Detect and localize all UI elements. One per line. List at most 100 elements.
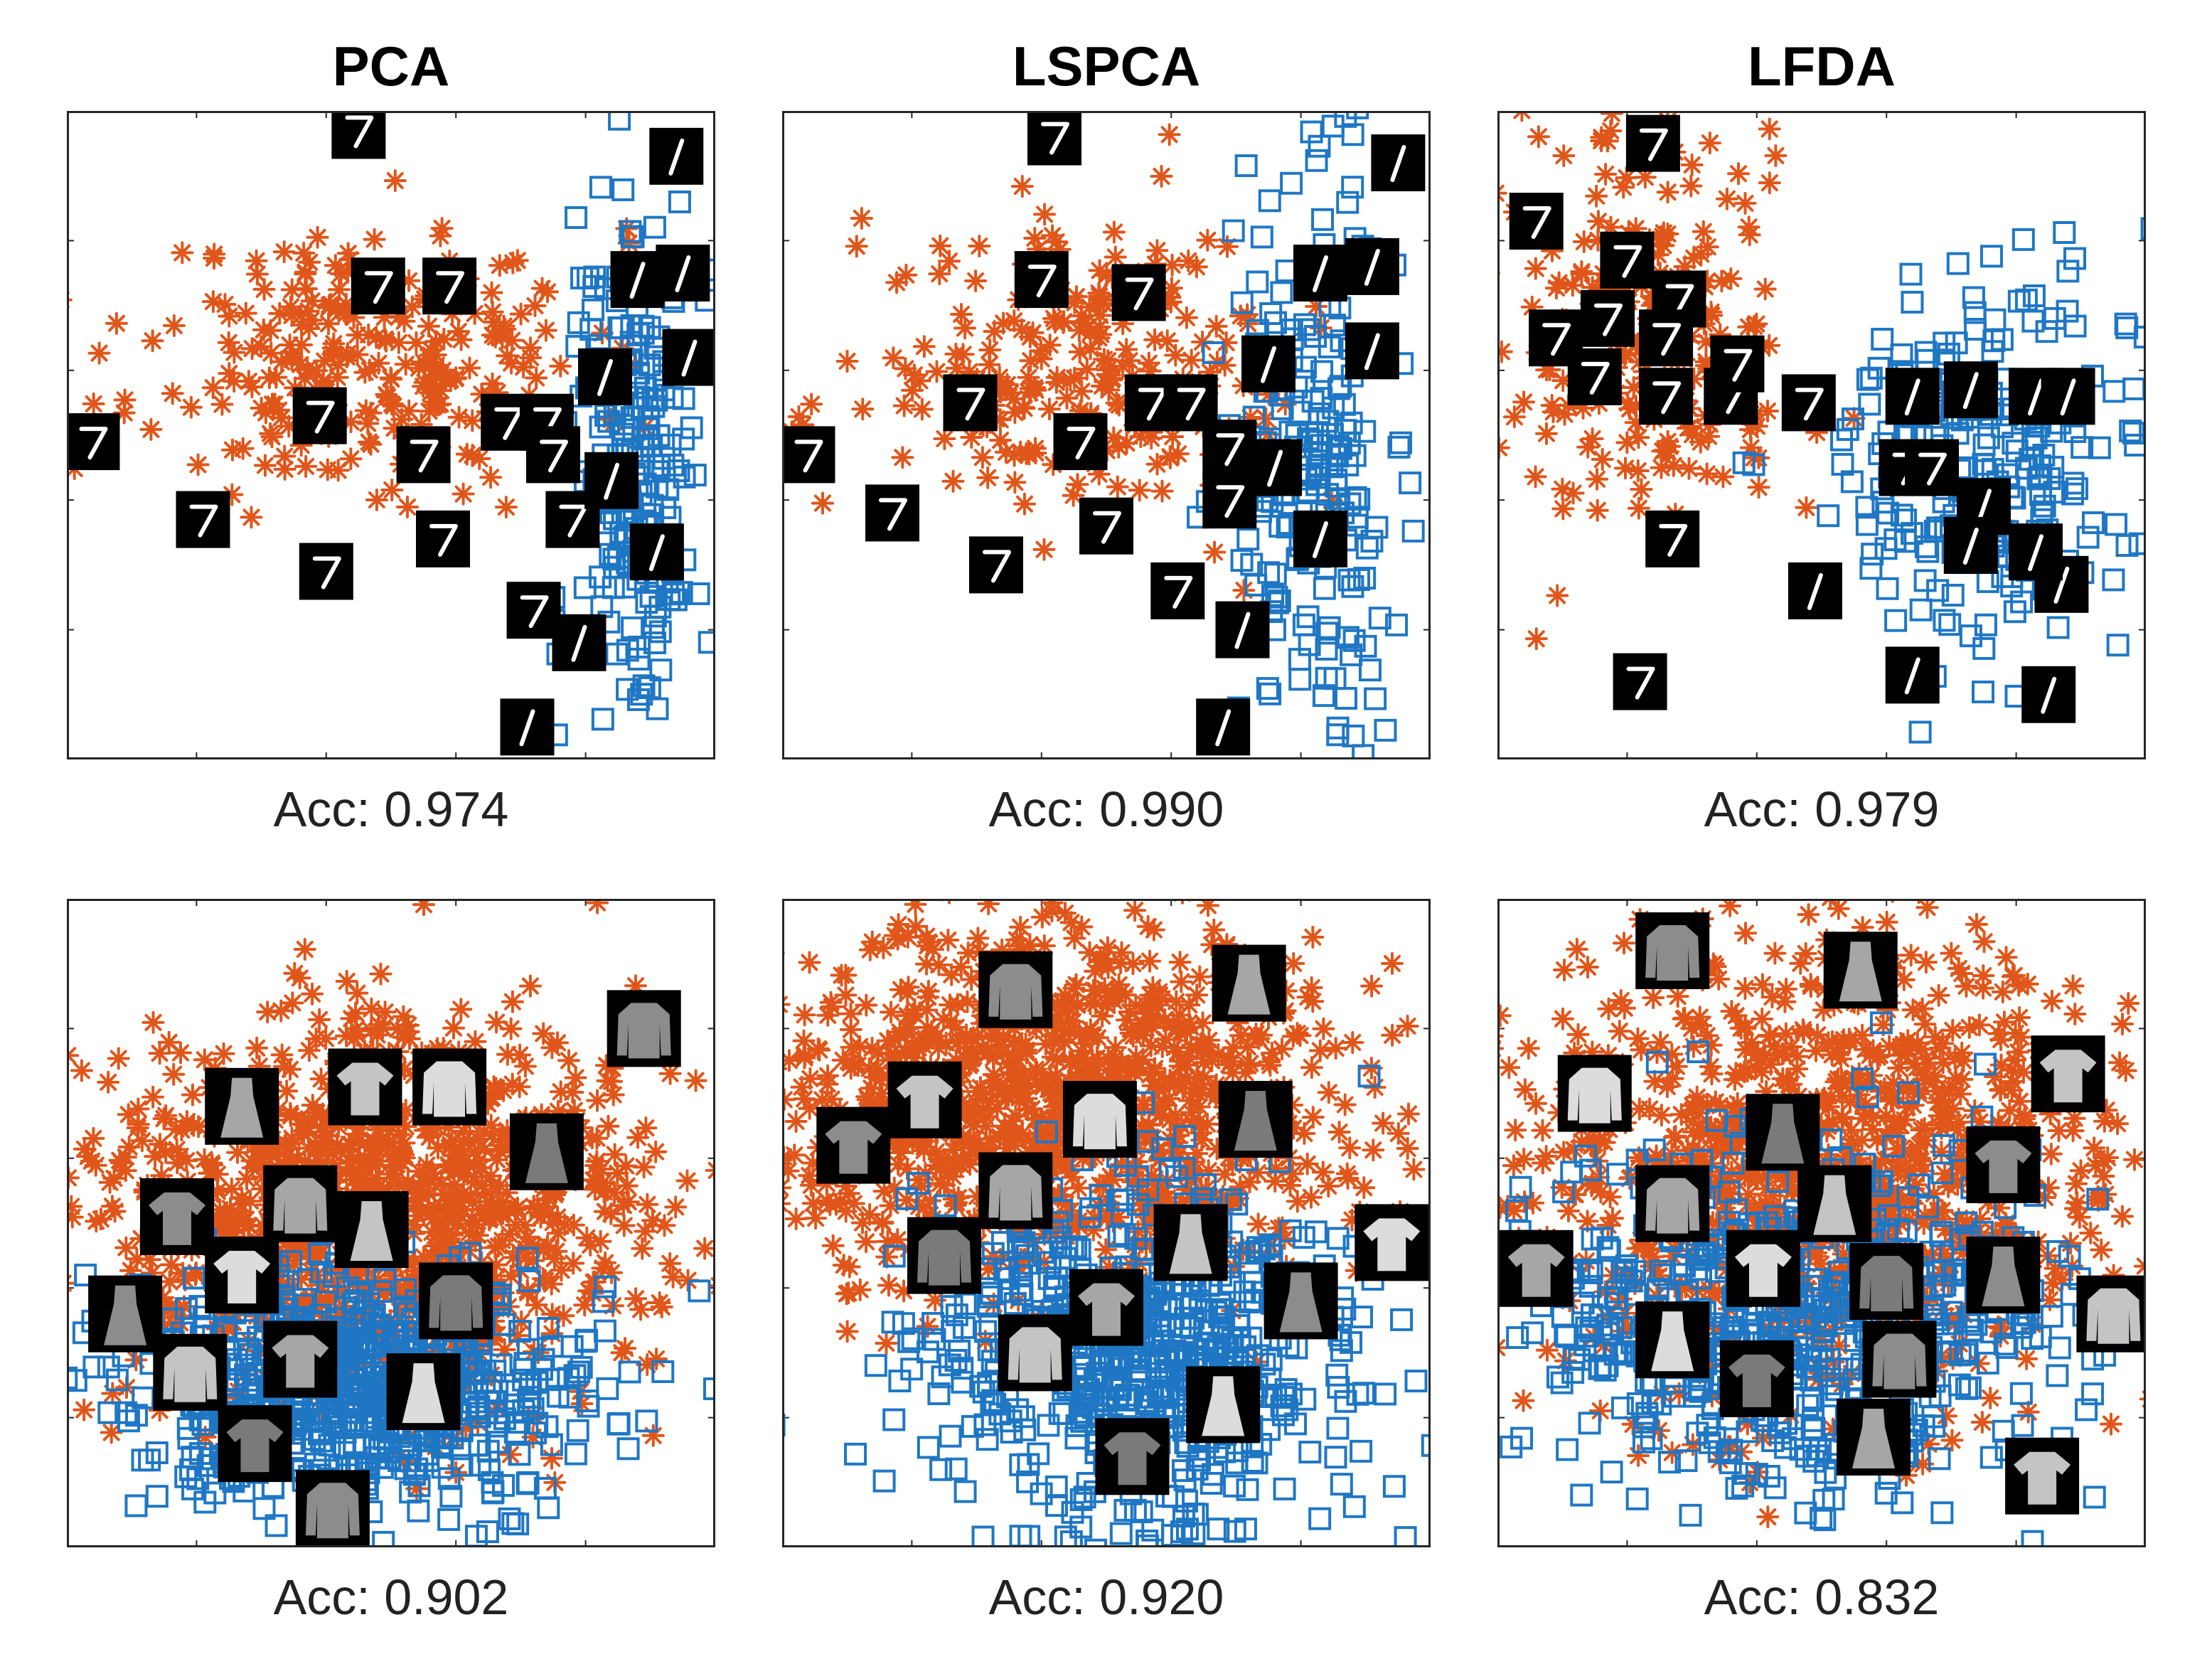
data-point-asterisk xyxy=(218,304,241,328)
data-point-asterisk xyxy=(872,1180,896,1203)
data-point-square xyxy=(592,1290,615,1313)
data-point-square xyxy=(1390,1308,1414,1331)
data-point-square xyxy=(907,1172,930,1195)
data-point-square xyxy=(596,1377,619,1400)
data-point-asterisk xyxy=(851,398,875,421)
data-point-square xyxy=(1325,1363,1349,1387)
data-point-square xyxy=(1364,687,1387,710)
data-point-asterisk xyxy=(1065,285,1088,309)
data-point-square xyxy=(1938,613,1962,636)
data-point-asterisk xyxy=(1138,949,1162,973)
data-point-square xyxy=(363,1432,387,1456)
data-point-square xyxy=(1308,1507,1332,1530)
data-point-asterisk xyxy=(158,1270,181,1293)
data-point-asterisk xyxy=(1150,1035,1174,1058)
data-point-square xyxy=(67,1366,78,1389)
data-point-square xyxy=(1972,681,1995,704)
data-point-asterisk xyxy=(214,1205,237,1228)
data-point-asterisk xyxy=(1000,1109,1024,1133)
data-point-asterisk xyxy=(1324,1037,1347,1060)
data-point-square xyxy=(563,1364,587,1387)
data-point-square xyxy=(664,588,688,612)
data-point-asterisk xyxy=(1572,230,1596,253)
fashion-thumbnail xyxy=(205,1067,279,1145)
digit-7-thumbnail xyxy=(1581,289,1635,347)
data-point-square xyxy=(296,1268,320,1291)
data-point-asterisk xyxy=(1614,457,1637,480)
data-point-square xyxy=(1312,684,1335,708)
data-point-asterisk xyxy=(525,1293,548,1317)
data-point-square xyxy=(662,582,685,606)
data-point-square xyxy=(1017,1453,1040,1476)
data-point-square xyxy=(1292,1226,1315,1249)
data-point-asterisk xyxy=(1524,627,1548,651)
data-point-square xyxy=(643,631,667,655)
data-point-asterisk xyxy=(634,1220,657,1243)
data-point-asterisk xyxy=(141,1085,165,1109)
axes-frame xyxy=(1497,111,2146,759)
data-point-asterisk xyxy=(882,346,905,370)
data-point-square xyxy=(2128,532,2146,555)
data-point-square xyxy=(2061,482,2084,506)
data-point-square xyxy=(2063,247,2087,270)
data-point-square xyxy=(888,1370,912,1393)
data-point-square xyxy=(2046,616,2070,639)
digit-7-thumbnail xyxy=(782,426,835,484)
data-point-asterisk xyxy=(290,334,314,356)
data-point-asterisk xyxy=(653,1214,676,1237)
digit-1-thumbnail xyxy=(1293,245,1347,302)
data-point-asterisk xyxy=(855,1230,878,1254)
data-point-asterisk xyxy=(1013,492,1036,516)
data-point-square xyxy=(1074,1362,1097,1386)
data-point-asterisk xyxy=(1096,994,1119,1018)
data-point-asterisk xyxy=(353,361,377,384)
data-point-asterisk xyxy=(314,1027,338,1050)
data-point-square xyxy=(439,1485,463,1508)
digit-7-thumbnail xyxy=(1781,374,1836,432)
data-point-asterisk xyxy=(479,466,503,489)
data-point-square xyxy=(637,405,661,428)
data-point-asterisk xyxy=(1300,976,1323,999)
data-point-asterisk xyxy=(1553,402,1576,426)
data-point-square xyxy=(323,1265,346,1289)
data-point-asterisk xyxy=(259,319,282,342)
digit-7-thumbnail xyxy=(1567,348,1622,405)
data-point-square xyxy=(1308,454,1331,478)
data-point-square xyxy=(476,1520,499,1544)
data-point-asterisk xyxy=(171,241,194,265)
data-point-square xyxy=(1963,301,1987,324)
data-point-square xyxy=(1249,1433,1273,1456)
data-point-square xyxy=(1296,427,1320,451)
data-point-asterisk xyxy=(1079,1018,1102,1041)
digit-7-thumbnail xyxy=(1639,368,1694,425)
data-point-asterisk xyxy=(1282,951,1305,975)
data-point-asterisk xyxy=(603,1143,626,1166)
data-point-square xyxy=(1124,1227,1148,1250)
data-point-asterisk xyxy=(1696,235,1719,259)
data-point-square xyxy=(2066,477,2089,501)
data-point-square xyxy=(1107,1225,1131,1248)
data-point-asterisk xyxy=(496,344,519,368)
data-point-asterisk xyxy=(234,302,257,325)
data-point-square xyxy=(1234,154,1258,177)
data-point-asterisk xyxy=(1698,132,1721,155)
data-point-square xyxy=(74,1264,97,1287)
data-point-asterisk xyxy=(1045,1047,1069,1071)
data-point-square xyxy=(485,1414,508,1438)
data-point-asterisk xyxy=(816,1072,839,1096)
data-point-square xyxy=(640,434,663,457)
data-point-square xyxy=(97,1401,121,1424)
data-point-asterisk xyxy=(1327,1121,1351,1143)
data-point-asterisk xyxy=(658,1062,682,1085)
data-point-square xyxy=(1742,453,1765,476)
data-point-asterisk xyxy=(1561,481,1585,505)
data-point-square xyxy=(492,1313,515,1336)
digit-7-thumbnail xyxy=(1027,111,1081,166)
data-point-asterisk xyxy=(632,1156,656,1179)
data-point-square xyxy=(2071,436,2094,459)
data-point-square xyxy=(953,1480,977,1503)
data-point-asterisk xyxy=(298,250,321,274)
data-point-square xyxy=(145,1485,169,1508)
data-point-square xyxy=(1246,270,1269,294)
digit-7-thumbnail xyxy=(1905,439,1959,496)
